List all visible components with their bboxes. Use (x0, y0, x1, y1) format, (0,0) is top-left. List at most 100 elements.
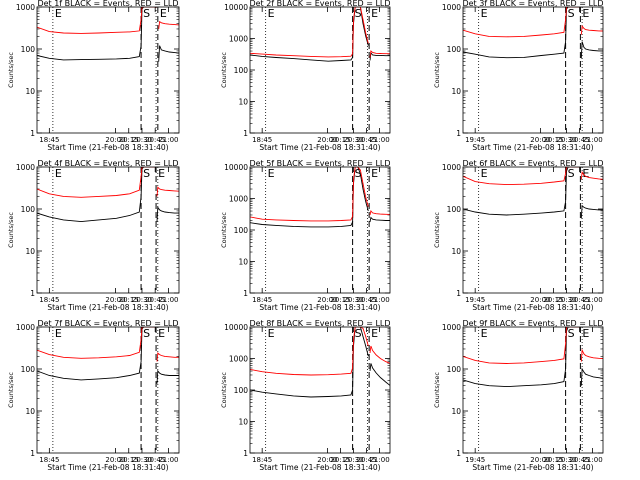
x-tick-label: 20:15 (543, 456, 563, 464)
x-tick-label: 20:45 (569, 456, 589, 464)
panel-7: Det 7f BLACK = Events, RED = LLD 1 10 100 10… (7, 319, 180, 472)
series-line-events (463, 327, 603, 388)
x-tick-label: 20:00 (317, 296, 337, 304)
y-tick-label: 10000 (224, 323, 248, 332)
event-marker-label: E (268, 7, 275, 20)
plot-frame (249, 326, 391, 454)
x-tick-label: 19:45 (465, 456, 485, 464)
x-axis-label: Start Time (21-Feb-08 18:31:40) (47, 463, 168, 472)
y-tick-label: 10000 (224, 163, 248, 172)
series-line-events (463, 7, 603, 59)
event-marker-label: S (355, 167, 362, 180)
panel-4: Det 4f BLACK = Events, RED = LLD 1 10 100 10… (7, 159, 180, 312)
x-axis-label: Start Time (21-Feb-08 18:31:40) (259, 143, 380, 152)
y-tick-label: 100 (447, 45, 462, 54)
x-tick-label: 20:15 (543, 296, 563, 304)
x-tick-label: 20:30 (343, 456, 363, 464)
y-tick-label: 10000 (224, 3, 248, 12)
x-tick-label: 21:00 (369, 296, 389, 304)
plot-frame (249, 166, 391, 294)
series-line-lld (37, 167, 179, 198)
x-tick-label: 20:00 (530, 456, 550, 464)
y-axis-label: Counts/sec (220, 212, 228, 248)
event-marker-label: E (55, 167, 62, 180)
event-marker-label: E (371, 7, 378, 20)
x-tick-label: 20:00 (530, 136, 550, 144)
y-tick-label: 1000 (16, 323, 35, 332)
event-marker-label: S (143, 327, 150, 340)
series-line-lld (250, 7, 390, 58)
series-line-lld (463, 167, 603, 186)
x-axis-label: Start Time (21-Feb-08 18:31:40) (47, 143, 168, 152)
x-tick-label: 20:00 (105, 136, 125, 144)
event-marker-label: E (160, 7, 167, 20)
x-tick-label: 20:00 (105, 296, 125, 304)
series-line-events (250, 327, 390, 398)
panel-6: Det 6f BLACK = Events, RED = LLD 1 10 100 10… (433, 159, 604, 312)
x-tick-label: 20:00 (317, 136, 337, 144)
y-tick-label: 10 (451, 87, 461, 96)
plot-frame (36, 326, 180, 454)
y-tick-label: 1000 (442, 323, 461, 332)
y-axis-label: Counts/sec (220, 372, 228, 408)
x-axis-label: Start Time (21-Feb-08 18:31:40) (259, 463, 380, 472)
x-tick-label: 20:30 (343, 136, 363, 144)
x-tick-label: 20:15 (119, 296, 139, 304)
x-tick-label: 20:15 (330, 136, 350, 144)
y-tick-label: 1 (243, 289, 248, 298)
event-marker-label: E (371, 327, 378, 340)
y-tick-label: 10 (25, 407, 35, 416)
event-marker-label: E (481, 7, 488, 20)
y-axis-label: Counts/sec (7, 212, 15, 248)
y-tick-label: 10 (451, 247, 461, 256)
plot-frame (462, 326, 604, 454)
event-marker-label: E (268, 327, 275, 340)
y-tick-label: 1 (456, 129, 461, 138)
x-tick-label: 18:45 (39, 296, 59, 304)
x-tick-label: 20:15 (330, 296, 350, 304)
x-tick-label: 20:45 (569, 296, 589, 304)
y-tick-label: 1 (243, 129, 248, 138)
plot-frame (462, 166, 604, 294)
series-line-lld (250, 167, 390, 222)
panel-5: Det 5f BLACK = Events, RED = LLD 1 10 100 10… (220, 159, 391, 312)
plot-frame (249, 6, 391, 134)
y-tick-label: 100 (234, 226, 249, 235)
y-tick-label: 1000 (16, 3, 35, 12)
x-axis-label: Start Time (21-Feb-08 18:31:40) (472, 463, 593, 472)
event-marker-label: S (355, 327, 362, 340)
y-tick-label: 1000 (16, 163, 35, 172)
y-tick-label: 1 (456, 289, 461, 298)
x-tick-label: 18:45 (252, 136, 272, 144)
panel-title: Det 7f BLACK = Events, RED = LLD (37, 319, 178, 328)
panel-1: Det 1f BLACK = Events, RED = LLD 1 10 100 10… (7, 0, 180, 152)
y-tick-label: 1000 (442, 3, 461, 12)
event-marker-label: E (158, 327, 165, 340)
x-tick-label: 20:45 (356, 456, 376, 464)
x-tick-label: 20:30 (556, 456, 576, 464)
event-marker-label: E (582, 327, 589, 340)
y-axis-label: Counts/sec (433, 52, 441, 88)
x-tick-label: 20:30 (132, 456, 152, 464)
x-tick-label: 21:00 (582, 296, 602, 304)
y-tick-label: 10 (451, 407, 461, 416)
event-marker-label: S (568, 327, 575, 340)
x-tick-label: 20:30 (343, 296, 363, 304)
x-tick-label: 20:00 (105, 456, 125, 464)
series-line-events (37, 7, 179, 62)
x-tick-label: 20:45 (145, 136, 165, 144)
x-tick-label: 20:15 (119, 456, 139, 464)
x-tick-label: 21:00 (369, 136, 389, 144)
x-tick-label: 20:00 (530, 296, 550, 304)
x-tick-label: 20:45 (145, 296, 165, 304)
event-marker-label: S (143, 7, 150, 20)
x-tick-label: 20:45 (356, 296, 376, 304)
y-tick-label: 10 (25, 247, 35, 256)
panel-2: Det 2f BLACK = Events, RED = LLD 1 10 100 10… (220, 0, 391, 152)
x-tick-label: 18:45 (39, 136, 59, 144)
panel-title: Det 1f BLACK = Events, RED = LLD (37, 0, 178, 8)
y-tick-label: 10 (238, 418, 248, 427)
x-tick-label: 21:00 (158, 456, 178, 464)
